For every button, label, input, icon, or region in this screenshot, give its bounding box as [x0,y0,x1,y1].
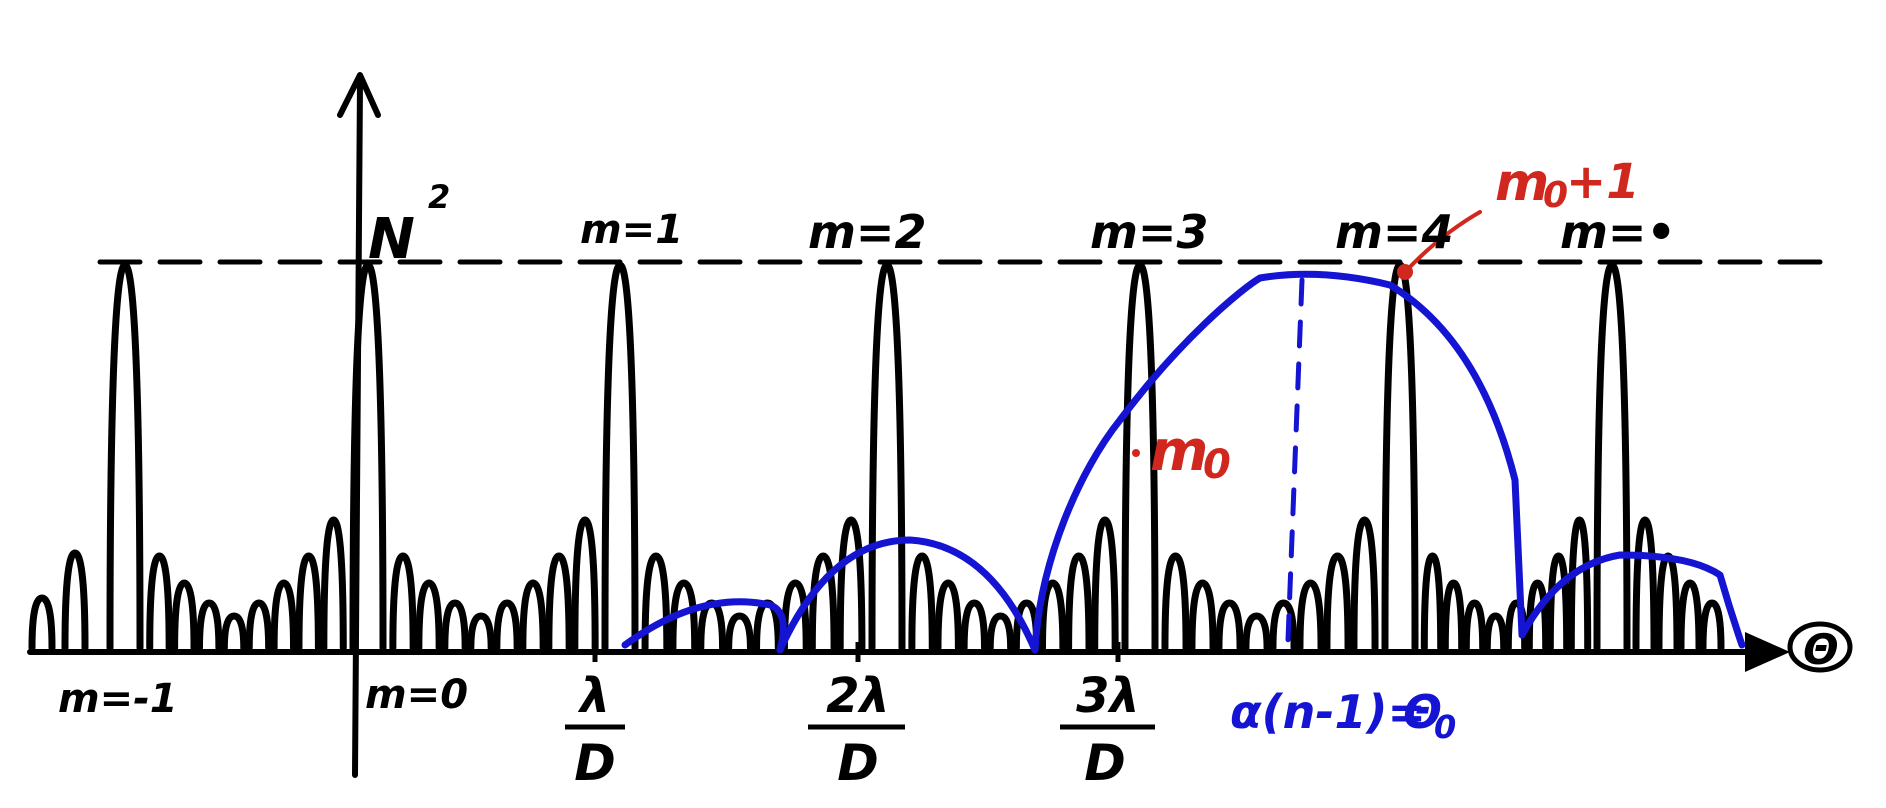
secondary-maximum-2-0 [641,552,671,652]
secondary-maximum-5-1 [1441,579,1466,652]
secondary-maximum-left-1 [61,549,89,652]
m0plus1-pointer [1403,210,1482,274]
secondary-maximum-0-2 [195,599,223,652]
secondary-maximum-left-0 [28,594,56,652]
label-m-2: m=2 [808,205,926,259]
secondary-maximum-0-1 [171,579,198,652]
tick-label-3: 3λ D [1060,668,1155,792]
secondary-maximum-4-7 [1350,516,1379,652]
secondary-maximum-3-7 [1091,516,1119,652]
envelope-lobe-1 [621,598,787,654]
secondary-maximum-3-5 [1039,579,1067,652]
secondary-maximum-1-7 [571,516,599,652]
secondary-maximum-1-0 [389,552,417,652]
secondary-maximum-3-2 [960,599,989,652]
annotation-m0plus1-sub: 0 [1543,175,1568,216]
label-m-1: m=1 [580,207,683,253]
secondary-maximum-5-6 [1546,552,1571,652]
y-axis-label: N [368,207,415,272]
annotation-m0plus1-tail: +1 [1566,154,1640,210]
secondary-maximum-right-2 [1677,579,1703,652]
label-m-5: m=• [1560,205,1676,259]
secondary-maximum-4-2 [1215,599,1244,652]
secondary-maximum-2-2 [697,599,727,652]
secondary-maximum-1-3 [467,612,495,652]
principal-maximum-5 [1381,261,1419,652]
principal-maximum-1 [349,261,387,652]
envelope-main-lobe [1031,270,1526,654]
secondary-maximum-2-5 [780,579,810,652]
secondary-maximum-0-6 [295,552,322,652]
x-axis-label-circle [1787,621,1853,673]
secondary-maximum-0-4 [245,599,273,652]
secondary-maximum-right-1 [1655,552,1681,652]
blaze-equation-sub: 0 [1434,708,1456,746]
annotation-m0: m [1150,419,1208,484]
secondary-maximum-4-1 [1188,579,1217,652]
secondary-maximum-4-5 [1296,579,1325,652]
secondary-maximum-4-0 [1161,552,1190,652]
blaze-equation-theta: Θ [1403,685,1442,739]
label-m-4: m=4 [1335,205,1453,259]
principal-maximum-4 [1121,261,1159,652]
secondary-maximum-3-0 [908,552,936,652]
principal-maximum-3 [868,261,906,652]
secondary-maximum-right-0 [1632,516,1658,652]
secondary-maximum-3-6 [1065,552,1093,652]
secondary-maximum-0-5 [270,579,298,652]
secondary-maximum-0-0 [146,552,173,652]
secondary-maximum-right-3 [1699,599,1725,652]
tick-label-2-num: 2λ [826,668,890,724]
y-axis-label-exponent: 2 [428,178,450,216]
envelope-lobe-2 [776,536,1039,654]
tick-label-1-den: D [574,734,616,792]
secondary-maximum-3-1 [934,579,962,652]
secondary-maximum-4-4 [1269,599,1298,652]
secondary-maximum-2-3 [725,612,754,652]
secondary-maximum-4-3 [1242,612,1271,652]
label-m-3: m=3 [1090,205,1208,259]
tick-label-3-den: D [1084,734,1126,792]
interference-pattern [28,261,1725,652]
secondary-maximum-5-3 [1483,612,1508,652]
secondary-maximum-0-3 [220,612,248,652]
blaze-direction-line [1285,277,1305,643]
x-axis-label: Θ [1803,625,1839,674]
principal-maximum-0 [106,261,144,652]
label-m-neg1: m=-1 [58,676,178,722]
secondary-maximum-1-2 [441,599,469,652]
label-m-0: m=0 [365,672,468,718]
tick-label-1: λ D [565,668,625,792]
secondary-maximum-1-5 [519,579,547,652]
principal-maximum-2 [601,261,639,652]
tick-label-2-den: D [837,734,879,792]
x-axis-arrowhead [1745,632,1790,672]
tick-label-1-num: λ [577,668,610,724]
secondary-maximum-3-3 [986,612,1015,652]
annotation-m0plus1: m [1495,153,1549,213]
envelope-lobe-4 [1518,551,1746,649]
principal-maximum-6 [1593,261,1631,652]
blaze-equation-lhs: α(n-1)= [1230,685,1426,739]
secondary-maximum-2-7 [836,516,866,652]
secondary-maximum-0-7 [320,516,347,652]
annotation-m0-sub: 0 [1203,442,1231,488]
secondary-maximum-5-7 [1567,516,1592,652]
secondary-maximum-5-0 [1420,552,1445,652]
secondary-maximum-1-1 [415,579,443,652]
secondary-maximum-5-5 [1525,579,1550,652]
blaze-envelope [621,270,1746,654]
m0-marker [1132,449,1140,457]
secondary-maximum-5-2 [1462,599,1487,652]
tick-label-3-num: 3λ [1076,668,1140,724]
secondary-maximum-4-6 [1323,552,1352,652]
secondary-maximum-1-4 [493,599,521,652]
secondary-maximum-1-6 [545,552,573,652]
tick-label-2: 2λ D [808,668,905,792]
y-axis-arrowhead [337,72,381,118]
